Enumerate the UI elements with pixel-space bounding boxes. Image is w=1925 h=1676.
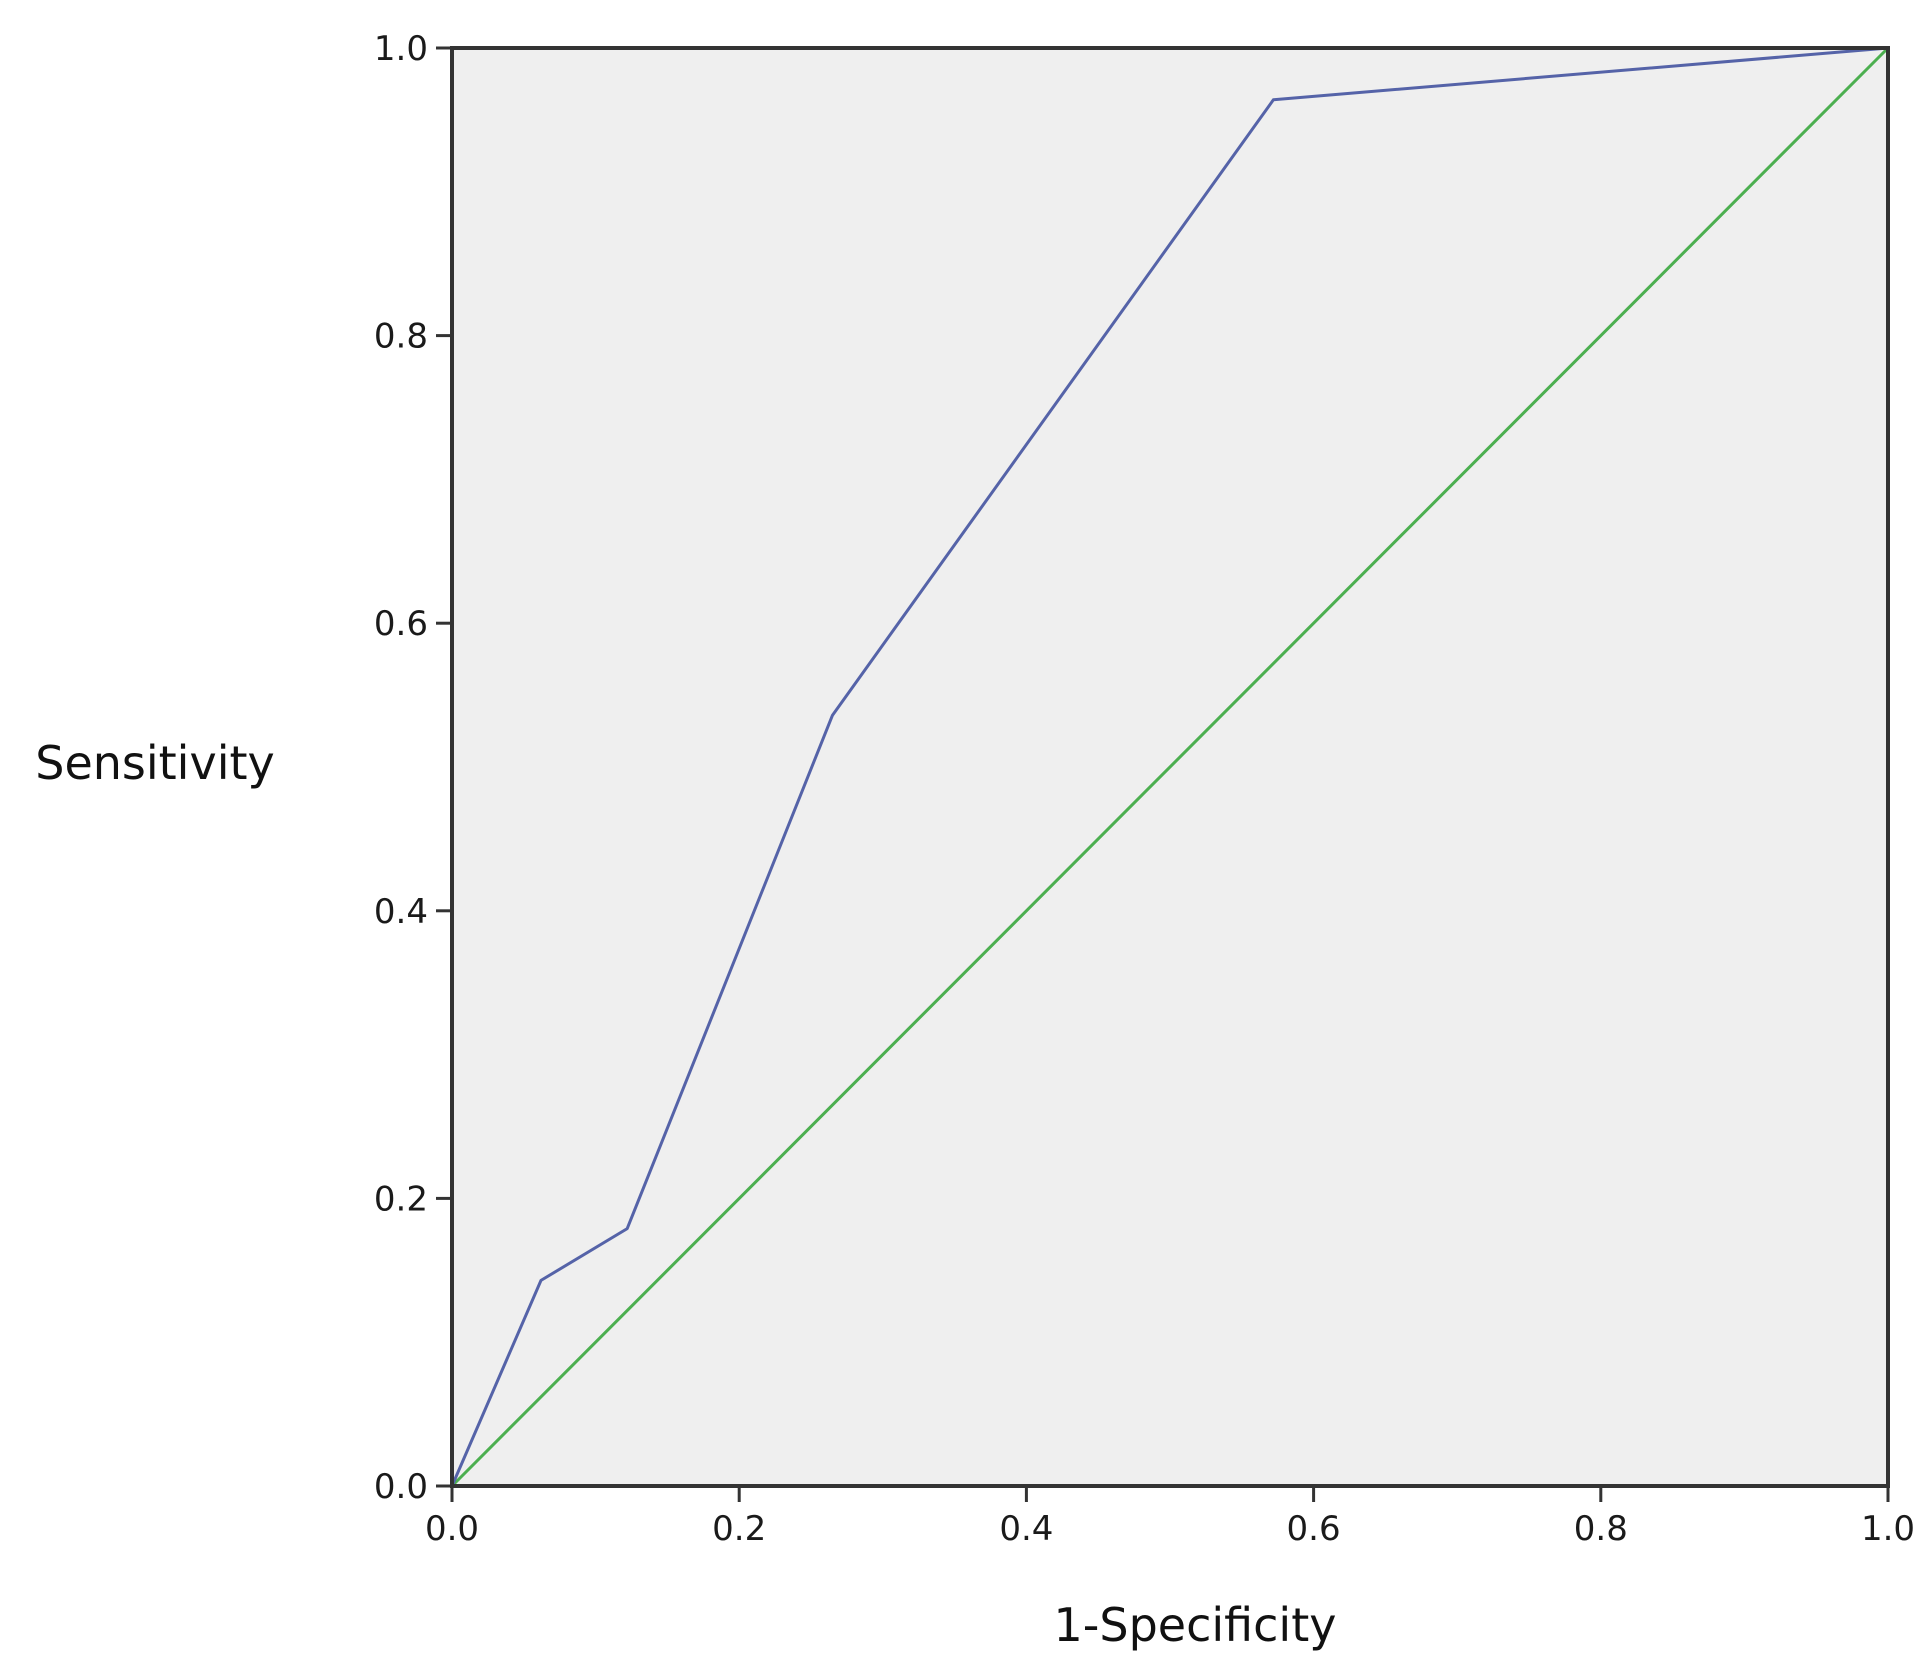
x-tick-label: 0.6 bbox=[1287, 1509, 1341, 1549]
y-axis-title: Sensitivity bbox=[35, 736, 274, 790]
y-tick-label: 0.4 bbox=[374, 892, 428, 932]
plot-frame bbox=[450, 46, 1890, 1488]
x-tick-label: 0.8 bbox=[1574, 1509, 1628, 1549]
reference-line bbox=[450, 46, 1890, 1488]
series-layer bbox=[450, 46, 1890, 1488]
y-tick-label: 0.2 bbox=[374, 1179, 428, 1219]
x-tick-label: 1.0 bbox=[1861, 1509, 1915, 1549]
x-axis-ticks: 0.0 0.2 0.4 0.6 0.8 1.0 bbox=[425, 1486, 1915, 1549]
y-tick-label: 0.0 bbox=[374, 1467, 428, 1507]
y-axis-ticks: 0.0 0.2 0.4 0.6 0.8 1.0 bbox=[374, 29, 452, 1507]
x-tick-label: 0.4 bbox=[999, 1509, 1053, 1549]
x-axis-title: 1-Specificity bbox=[1054, 1598, 1337, 1652]
x-tick-label: 0.0 bbox=[425, 1509, 479, 1549]
y-tick-label: 0.6 bbox=[374, 604, 428, 644]
roc-curve bbox=[450, 46, 1890, 1488]
x-tick-label: 0.2 bbox=[712, 1509, 766, 1549]
y-tick-label: 0.8 bbox=[374, 317, 428, 357]
y-tick-label: 1.0 bbox=[374, 29, 428, 69]
